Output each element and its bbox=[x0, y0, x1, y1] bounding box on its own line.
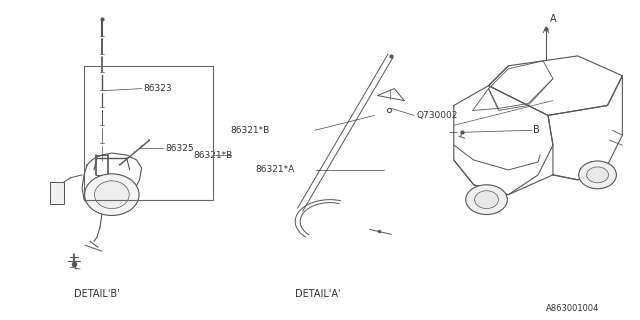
Text: DETAIL'B': DETAIL'B' bbox=[74, 289, 120, 299]
Text: Q730002: Q730002 bbox=[416, 111, 458, 120]
Text: A: A bbox=[550, 14, 557, 24]
Text: 86325: 86325 bbox=[165, 144, 194, 153]
Ellipse shape bbox=[475, 191, 499, 209]
Ellipse shape bbox=[95, 181, 129, 209]
Ellipse shape bbox=[84, 174, 139, 215]
Bar bbox=[84, 66, 213, 200]
Text: 86323: 86323 bbox=[143, 84, 172, 93]
Text: 86321*A: 86321*A bbox=[255, 165, 295, 174]
Text: B: B bbox=[533, 125, 540, 135]
Ellipse shape bbox=[466, 185, 508, 214]
Text: 86321*B: 86321*B bbox=[193, 150, 232, 160]
Text: 86321*B: 86321*B bbox=[231, 126, 270, 135]
Bar bbox=[51, 182, 64, 204]
Ellipse shape bbox=[579, 161, 616, 189]
Text: DETAIL'A': DETAIL'A' bbox=[295, 289, 340, 299]
Text: A863001004: A863001004 bbox=[546, 304, 600, 313]
Ellipse shape bbox=[587, 167, 609, 183]
